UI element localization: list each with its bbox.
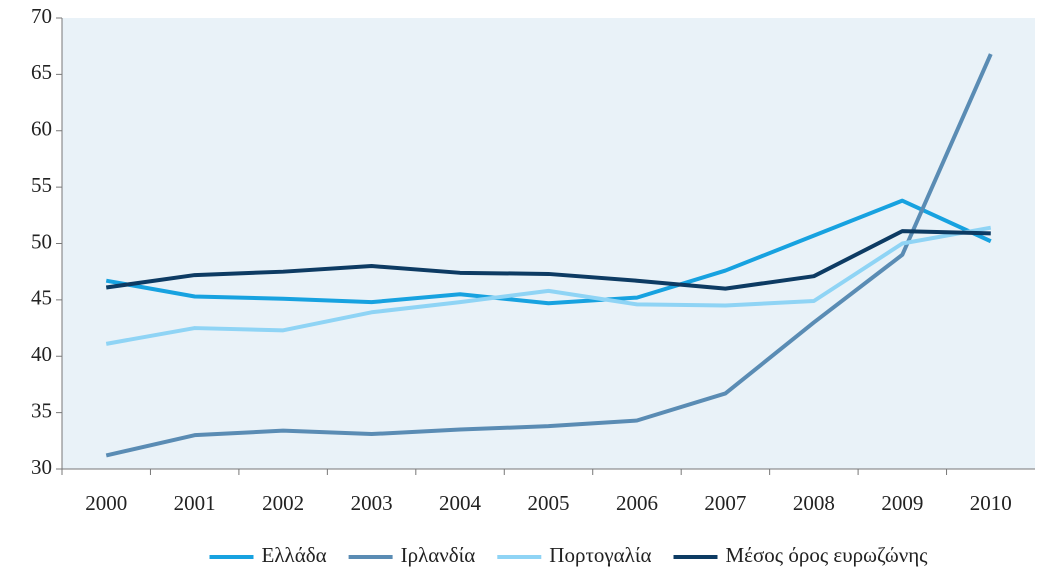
y-tick-label: 70 xyxy=(31,4,52,28)
y-tick-label: 40 xyxy=(31,342,52,366)
x-tick-label: 2005 xyxy=(528,491,570,515)
x-tick-label: 2006 xyxy=(616,491,658,515)
x-tick-label: 2001 xyxy=(174,491,216,515)
x-tick-label: 2000 xyxy=(85,491,127,515)
y-tick-label: 30 xyxy=(31,455,52,479)
legend-label: Μέσος όρος ευρωζώνης xyxy=(726,543,929,567)
y-tick-label: 35 xyxy=(31,398,52,422)
y-tick-label: 45 xyxy=(31,286,52,310)
series-line xyxy=(105,198,992,306)
y-tick-label: 60 xyxy=(31,117,52,141)
x-tick-label: 2003 xyxy=(351,491,393,515)
legend-label: Ελλάδα xyxy=(262,543,327,567)
x-tick-label: 2002 xyxy=(262,491,304,515)
legend-label: Ιρλανδία xyxy=(401,543,476,567)
plot-area xyxy=(62,18,1035,469)
y-tick-label: 50 xyxy=(31,229,52,253)
legend-label: Πορτογαλία xyxy=(549,543,651,567)
x-tick-label: 2008 xyxy=(793,491,835,515)
x-tick-label: 2004 xyxy=(439,491,482,515)
x-tick-label: 2007 xyxy=(704,491,746,515)
y-tick-label: 55 xyxy=(31,173,52,197)
series-line xyxy=(105,229,991,291)
x-tick-label: 2009 xyxy=(881,491,923,515)
y-tick-label: 65 xyxy=(31,60,52,84)
series-line xyxy=(105,225,992,346)
x-tick-label: 2010 xyxy=(970,491,1012,515)
series-line xyxy=(105,53,993,458)
